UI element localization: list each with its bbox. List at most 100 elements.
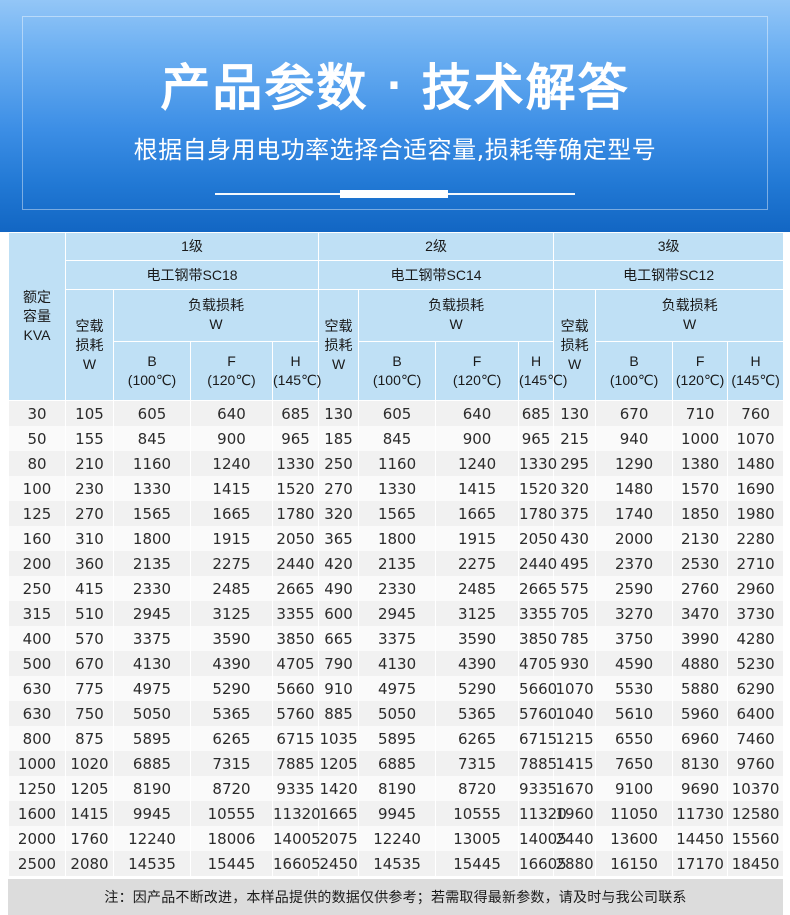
cell-1级-空载损耗W: 1415 bbox=[65, 801, 114, 826]
cell-3级-F(120℃): 710 bbox=[672, 400, 729, 426]
noload-line-1: 空载 bbox=[324, 317, 353, 334]
cell-1级-B(100℃): 4130 bbox=[113, 651, 191, 676]
table-row: 1250 1205 8190 8720 9335 1420 8190 8720 9335 1670… bbox=[8, 776, 785, 801]
cell-1级-B(100℃): 2330 bbox=[113, 576, 191, 601]
noload-line-3: W bbox=[567, 355, 582, 372]
cell-2级-F(120℃): 900 bbox=[435, 426, 520, 451]
cell-1级-B(100℃): 605 bbox=[113, 400, 191, 426]
cell-1级-F(120℃): 1915 bbox=[190, 526, 273, 551]
cell-3级-H(145℃): 760 bbox=[727, 400, 785, 426]
table-row: 315 510 2945 3125 3355 600 2945 3125 3355 705 3270… bbox=[8, 601, 785, 626]
capacity-line-1: 额定 bbox=[23, 289, 51, 305]
sub-temp: (100℃) bbox=[372, 371, 422, 388]
table-row: 80 210 1160 1240 1330 250 1160 1240 1330 295 1290 1… bbox=[8, 451, 785, 476]
cell-1级-H(145℃): 1330 bbox=[271, 451, 320, 476]
spec-table-area: 额定 容量 KVA 1级 2级 3级 电工钢带SC18 电工钢带SC14 电工钢… bbox=[0, 232, 790, 876]
cell-3级-F(120℃): 2130 bbox=[672, 526, 729, 551]
cell-3级-F(120℃): 5880 bbox=[672, 676, 729, 701]
sub-letter: F bbox=[227, 352, 236, 369]
group-header-grade-2: 2级 bbox=[318, 232, 555, 261]
capacity-line-3: KVA bbox=[23, 327, 51, 343]
cell-2级-空载损耗W: 130 bbox=[318, 400, 360, 426]
cell-1级-F(120℃): 10555 bbox=[190, 801, 273, 826]
cell-3级-B(100℃): 11050 bbox=[595, 801, 674, 826]
sub-temp: (145℃) bbox=[519, 371, 568, 388]
cell-2级-B(100℃): 9945 bbox=[358, 801, 437, 826]
cell-3级-F(120℃): 5960 bbox=[672, 701, 729, 726]
cell-3级-空载损耗W: 295 bbox=[553, 451, 597, 476]
cell-3级-B(100℃): 2370 bbox=[595, 551, 674, 576]
table-row: 200 360 2135 2275 2440 420 2135 2275 2440 495 2370… bbox=[8, 551, 785, 576]
sub-temp: (100℃) bbox=[609, 371, 659, 388]
cell-2级-空载损耗W: 1205 bbox=[318, 751, 360, 776]
cell-2级-空载损耗W: 1665 bbox=[318, 801, 360, 826]
cell-1级-空载损耗W: 360 bbox=[65, 551, 114, 576]
cell-1级-空载损耗W: 415 bbox=[65, 576, 114, 601]
cell-2级-F(120℃): 2485 bbox=[435, 576, 520, 601]
transformer-spec-table: 额定 容量 KVA 1级 2级 3级 电工钢带SC18 电工钢带SC14 电工钢… bbox=[8, 232, 785, 876]
cell-1级-F(120℃): 640 bbox=[190, 400, 273, 426]
cell-2级-H(145℃): 3355 bbox=[518, 601, 557, 626]
cell-2级-空载损耗W: 2075 bbox=[318, 826, 360, 851]
table-row: 250 415 2330 2485 2665 490 2330 2485 2665 575 2590… bbox=[8, 576, 785, 601]
cell-3级-F(120℃): 1570 bbox=[672, 476, 729, 501]
title-divider bbox=[215, 188, 575, 200]
cell-2级-F(120℃): 2275 bbox=[435, 551, 520, 576]
sub-temp: (120℃) bbox=[207, 371, 256, 388]
cell-2级-F(120℃): 3125 bbox=[435, 601, 520, 626]
cell-1级-H(145℃): 6715 bbox=[271, 726, 320, 751]
noload-line-2: 损耗 bbox=[75, 336, 104, 353]
cell-2级-H(145℃): 11320 bbox=[518, 801, 567, 826]
cell-2级-空载损耗W: 885 bbox=[318, 701, 360, 726]
cell-1级-H(145℃): 5660 bbox=[271, 676, 320, 701]
cell-1级-空载损耗W: 875 bbox=[65, 726, 114, 751]
cell-1级-F(120℃): 1415 bbox=[190, 476, 273, 501]
cell-3级-空载损耗W: 785 bbox=[553, 626, 597, 651]
cell-3级-H(145℃): 6290 bbox=[727, 676, 785, 701]
cell-2级-空载损耗W: 270 bbox=[318, 476, 360, 501]
cell-rated-capacity: 500 bbox=[8, 651, 66, 676]
cell-3级-空载损耗W: 430 bbox=[553, 526, 597, 551]
cell-1级-F(120℃): 18006 bbox=[190, 826, 273, 851]
cell-1级-F(120℃): 1240 bbox=[190, 451, 273, 476]
cell-2级-F(120℃): 4390 bbox=[435, 651, 520, 676]
cell-1级-B(100℃): 12240 bbox=[113, 826, 191, 851]
cell-2级-F(120℃): 7315 bbox=[435, 751, 520, 776]
cell-3级-H(145℃): 1480 bbox=[727, 451, 785, 476]
cell-1级-H(145℃): 14005 bbox=[271, 826, 321, 851]
table-row: 2000 1760 12240 18006 14005 2075 12240 13005 140… bbox=[8, 826, 785, 851]
cell-3级-F(120℃): 1000 bbox=[672, 426, 729, 451]
cell-1级-F(120℃): 2485 bbox=[190, 576, 273, 601]
cell-1级-空载损耗W: 310 bbox=[65, 526, 114, 551]
column-header-rated-capacity: 额定 容量 KVA bbox=[8, 232, 66, 401]
cell-1级-B(100℃): 1330 bbox=[113, 476, 191, 501]
cell-2级-F(120℃): 640 bbox=[435, 400, 520, 426]
cell-3级-空载损耗W: 1960 bbox=[553, 801, 597, 826]
cell-2级-H(145℃): 14005 bbox=[518, 826, 567, 851]
cell-2级-H(145℃): 7885 bbox=[518, 751, 557, 776]
cell-3级-B(100℃): 4590 bbox=[595, 651, 674, 676]
cell-3级-B(100℃): 940 bbox=[595, 426, 674, 451]
title-left-text: 产品参数 bbox=[160, 59, 369, 117]
cell-2级-B(100℃): 1160 bbox=[358, 451, 437, 476]
cell-3级-空载损耗W: 215 bbox=[553, 426, 597, 451]
cell-2级-F(120℃): 6265 bbox=[435, 726, 520, 751]
footer-note-bar: 注：因产品不断改进，本样品提供的数据仅供参考；若需取得最新参数，请及时与我公司联… bbox=[8, 879, 783, 915]
cell-3级-空载损耗W: 930 bbox=[553, 651, 597, 676]
cell-2级-B(100℃): 8190 bbox=[358, 776, 437, 801]
cell-3级-B(100℃): 670 bbox=[595, 400, 674, 426]
cell-3级-空载损耗W: 320 bbox=[553, 476, 597, 501]
load-line-1: 负载损耗 bbox=[428, 297, 485, 314]
cell-rated-capacity: 1600 bbox=[8, 801, 66, 826]
cell-3级-空载损耗W: 1070 bbox=[553, 676, 597, 701]
table-body: 30 105 605 640 685 130 605 640 685 130 670 710 760 50… bbox=[8, 400, 785, 876]
cell-rated-capacity: 80 bbox=[8, 451, 66, 476]
sub-letter: H bbox=[531, 352, 542, 369]
cell-1级-B(100℃): 8190 bbox=[113, 776, 191, 801]
cell-3级-F(120℃): 1380 bbox=[672, 451, 729, 476]
header-row-grade: 额定 容量 KVA 1级 2级 3级 bbox=[8, 232, 785, 401]
sub-temp: (145℃) bbox=[731, 371, 780, 388]
cell-rated-capacity: 200 bbox=[8, 551, 66, 576]
cell-2级-H(145℃): 6715 bbox=[518, 726, 557, 751]
cell-3级-空载损耗W: 705 bbox=[553, 601, 597, 626]
